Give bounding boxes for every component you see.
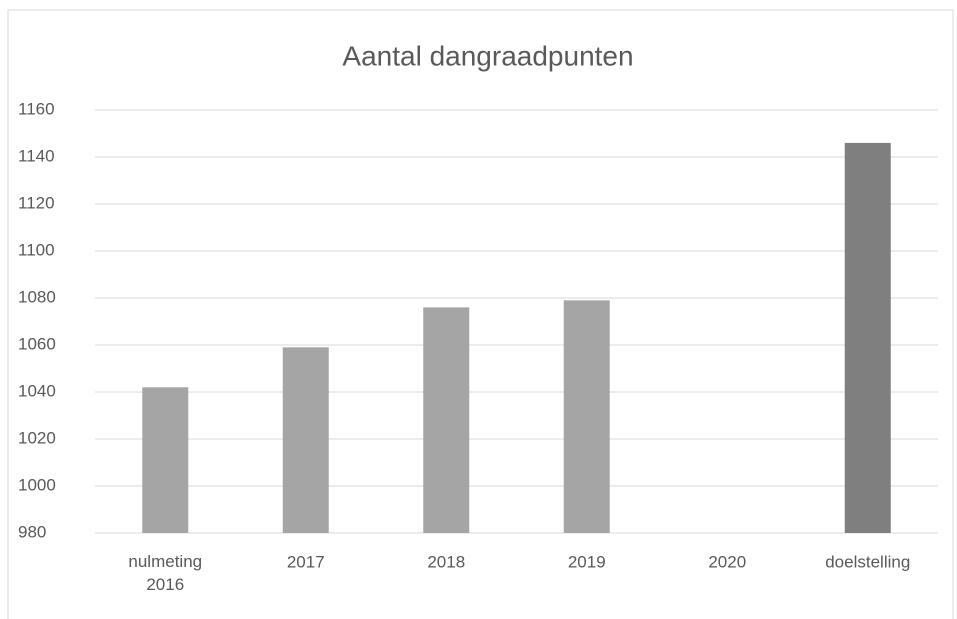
y-tick-label: 1160 bbox=[18, 99, 55, 118]
bar bbox=[423, 307, 470, 533]
y-tick-label: 1000 bbox=[18, 475, 56, 494]
x-tick-label: 2018 bbox=[427, 552, 465, 571]
x-tick-label: 2017 bbox=[287, 552, 325, 571]
x-tick-label: 2019 bbox=[568, 552, 606, 571]
y-tick-label: 1100 bbox=[18, 240, 55, 259]
y-tick-label: 1120 bbox=[18, 193, 55, 212]
y-tick-label: 1060 bbox=[18, 334, 56, 353]
bar bbox=[563, 300, 610, 533]
y-tick-label: 1020 bbox=[18, 428, 56, 447]
bar bbox=[142, 387, 189, 533]
x-tick-label: doelstelling bbox=[825, 552, 910, 571]
x-tick-label: 2020 bbox=[708, 552, 746, 571]
y-tick-label: 980 bbox=[18, 522, 46, 541]
bar bbox=[844, 142, 891, 533]
chart-title: Aantal dangraadpunten bbox=[342, 40, 633, 71]
x-tick-label: nulmeting 2016 bbox=[128, 552, 202, 594]
y-tick-label: 1040 bbox=[18, 381, 56, 400]
y-tick-label: 1140 bbox=[18, 146, 55, 165]
bar bbox=[282, 347, 329, 533]
y-tick-label: 1080 bbox=[18, 287, 56, 306]
